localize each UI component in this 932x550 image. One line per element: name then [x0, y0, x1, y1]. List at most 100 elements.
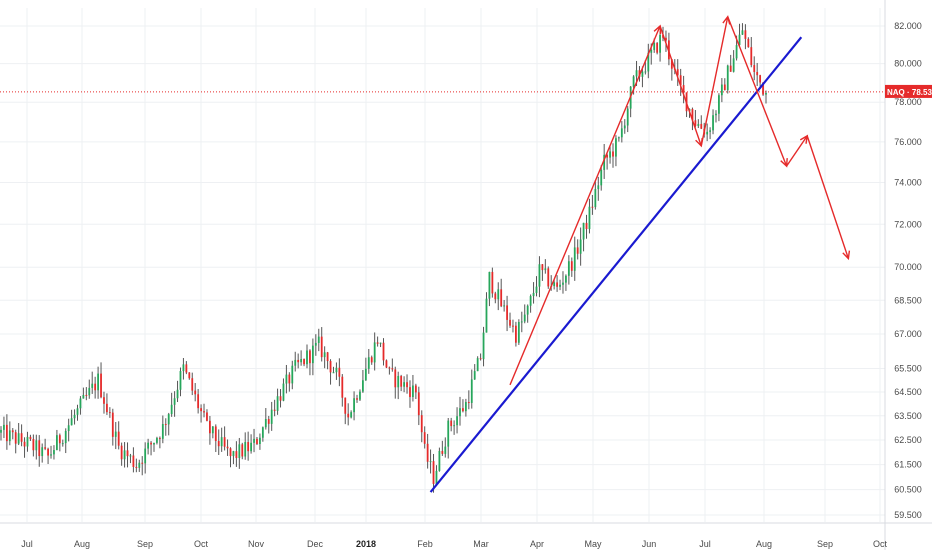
- candle-body: [344, 397, 347, 414]
- candle: [565, 274, 567, 291]
- y-axis[interactable]: 59.500 60.500 61.500 62.500 63.500 64.500 65.5…: [884, 0, 932, 550]
- candle: [226, 439, 229, 456]
- candle: [426, 433, 429, 469]
- candle-body: [426, 443, 429, 462]
- candle: [244, 432, 247, 460]
- candle-body: [497, 289, 500, 300]
- projection-segment: [700, 15, 731, 147]
- candle-body: [732, 58, 735, 72]
- candle-body: [261, 427, 264, 438]
- candle-body: [520, 321, 523, 323]
- candle-body: [641, 71, 644, 77]
- candle: [194, 383, 197, 402]
- candle: [50, 445, 52, 459]
- candle-body: [570, 261, 573, 271]
- candle-body: [303, 359, 305, 365]
- candle: [97, 366, 99, 399]
- candle: [541, 263, 544, 281]
- current-price-badge-bg: [885, 84, 932, 98]
- candle: [553, 279, 556, 290]
- candle-body: [665, 37, 667, 41]
- candle: [108, 407, 111, 418]
- y-tick-label: 62.500: [894, 435, 922, 445]
- candle: [303, 358, 305, 367]
- projection-line: [806, 135, 850, 259]
- candle: [359, 389, 361, 402]
- candle: [70, 409, 73, 426]
- candle: [485, 292, 488, 333]
- candle: [179, 367, 182, 397]
- candle: [379, 342, 382, 348]
- candle: [412, 374, 414, 402]
- candle-body: [603, 154, 606, 170]
- candle: [188, 372, 191, 380]
- projection-segment: [786, 134, 809, 167]
- candle-body: [341, 376, 344, 398]
- current-price-badge-text: NAQ · 78.530: [887, 88, 932, 97]
- candle: [138, 459, 141, 472]
- candle: [294, 351, 297, 372]
- candle: [29, 434, 32, 441]
- candle: [106, 393, 108, 415]
- candle: [517, 319, 520, 345]
- candle-body: [579, 239, 582, 254]
- candle: [526, 304, 529, 323]
- candle: [756, 62, 759, 87]
- candle-body: [417, 392, 420, 416]
- x-tick-label: Nov: [248, 539, 265, 549]
- candle: [409, 380, 411, 408]
- candle-body: [50, 454, 52, 456]
- candle: [403, 376, 405, 393]
- candle: [332, 366, 335, 374]
- candle: [220, 427, 223, 452]
- y-tick-label: 68.500: [894, 295, 922, 305]
- candle-body: [332, 372, 335, 374]
- candle-body: [535, 286, 538, 293]
- candle-body: [5, 424, 8, 442]
- candle-body: [91, 383, 94, 388]
- candle-body: [238, 444, 241, 458]
- candle-body: [347, 413, 350, 418]
- candle-body: [723, 84, 726, 91]
- candle-body: [288, 374, 291, 384]
- candle: [612, 143, 614, 168]
- candle-body: [35, 440, 38, 451]
- candle-body: [311, 345, 314, 364]
- candle-body: [697, 123, 700, 127]
- candle: [267, 415, 270, 434]
- candle: [647, 43, 650, 79]
- candle: [744, 24, 747, 50]
- candle-body: [720, 84, 723, 96]
- candle: [488, 271, 491, 307]
- candle-body: [294, 359, 297, 366]
- candle: [506, 295, 508, 332]
- candle-body: [161, 424, 164, 439]
- candle-body: [176, 389, 179, 399]
- candle: [153, 442, 155, 452]
- candle: [114, 421, 117, 450]
- candle-body: [456, 416, 458, 426]
- candle: [450, 417, 453, 432]
- candle: [0, 426, 2, 441]
- candle-body: [744, 30, 747, 39]
- candle: [241, 442, 244, 460]
- x-axis[interactable]: Jul Aug Sep Oct Nov Dec 2018 Feb Mar Apr May Jun Jul…: [0, 522, 932, 549]
- candle: [585, 214, 588, 239]
- candle-body: [73, 414, 76, 419]
- candle: [176, 380, 179, 403]
- y-tick-label: 64.500: [894, 387, 922, 397]
- candle: [729, 54, 732, 72]
- x-tick-label: Feb: [417, 539, 433, 549]
- candle: [135, 458, 138, 473]
- candle-body: [741, 30, 744, 35]
- candle: [709, 127, 711, 140]
- candle: [88, 379, 91, 399]
- candle: [373, 332, 376, 371]
- y-tick-label: 82.000: [894, 21, 922, 31]
- candle: [615, 135, 617, 167]
- candle-body: [462, 408, 464, 412]
- candle-body: [182, 364, 185, 372]
- candle: [94, 376, 97, 399]
